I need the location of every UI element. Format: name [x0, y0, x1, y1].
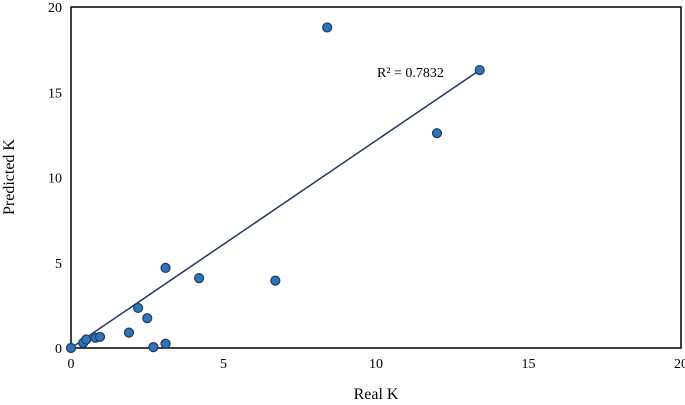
data-point — [94, 331, 106, 343]
data-point — [160, 338, 171, 349]
plot-frame — [70, 6, 682, 349]
r-squared-label: R² = 0.7832 — [377, 66, 444, 81]
data-point — [142, 313, 153, 324]
x-axis-title: Real K — [354, 386, 399, 403]
data-point — [270, 275, 281, 286]
y-axis-title-group: Predicted K — [1, 139, 18, 215]
data-point — [65, 342, 77, 354]
x-tick-label: 15 — [522, 357, 536, 372]
x-tick-label: 10 — [369, 357, 383, 372]
trendline — [70, 69, 481, 349]
y-tick-label: 0 — [55, 342, 62, 357]
data-point — [81, 334, 92, 345]
data-point — [160, 262, 171, 273]
y-tick-label: 5 — [55, 257, 62, 272]
x-tick-label: 5 — [220, 357, 227, 372]
y-axis-title: Predicted K — [1, 139, 18, 215]
data-point — [431, 128, 443, 139]
data-point — [474, 64, 485, 76]
y-tick-labels: 0 5 10 15 20 — [48, 1, 62, 357]
data-point — [148, 342, 159, 353]
data-point — [133, 302, 144, 314]
y-tick-label: 10 — [48, 172, 62, 187]
data-point — [322, 22, 333, 33]
x-tick-label: 0 — [68, 357, 75, 372]
x-tick-label: 20 — [674, 357, 685, 372]
y-tick-label: 15 — [48, 86, 62, 101]
y-tick-label: 20 — [48, 1, 62, 16]
x-tick-labels: 0 5 10 15 20 — [68, 357, 685, 372]
data-point — [123, 327, 135, 338]
data-point — [194, 272, 205, 284]
data-points — [65, 22, 485, 354]
